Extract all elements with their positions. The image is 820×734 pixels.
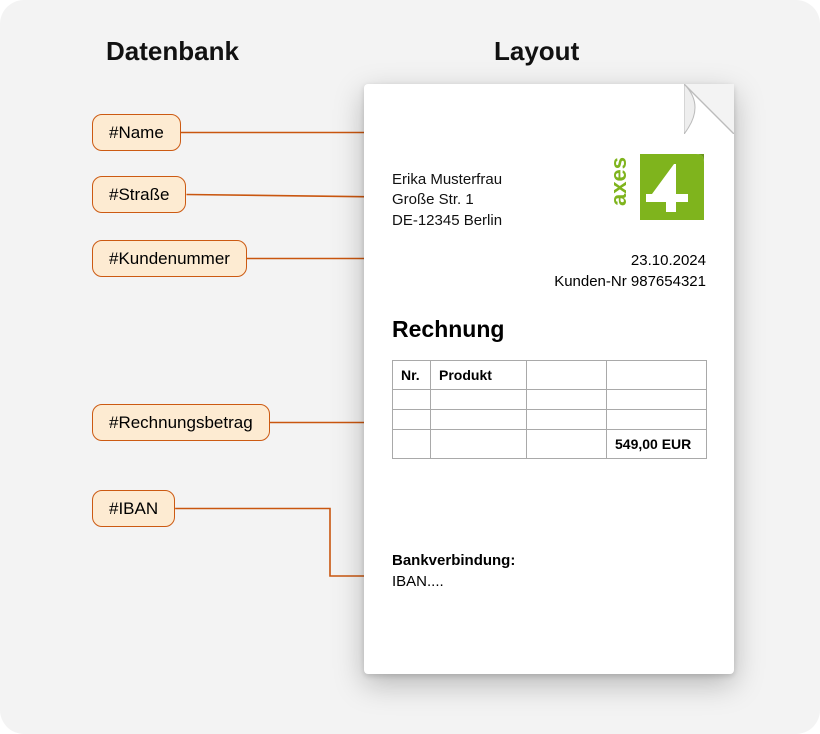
diagram-canvas: Datenbank Layout #Name #Straße #Kundenum…	[0, 0, 820, 734]
invoice-table: Nr.Produkt 549,00 EUR	[392, 360, 707, 459]
bank-label: Bankverbindung:	[392, 550, 515, 571]
bank-iban: IBAN....	[392, 571, 515, 592]
tag-strasse: #Straße	[92, 176, 186, 213]
tag-name: #Name	[92, 114, 181, 151]
address-name: Erika Musterfrau	[392, 170, 502, 190]
address-street: Große Str. 1	[392, 190, 502, 210]
table-header-cell	[527, 361, 607, 390]
address-city: DE-12345 Berlin	[392, 211, 502, 231]
customer-number-label: Kunden-Nr	[554, 273, 627, 290]
bank-block: Bankverbindung: IBAN....	[392, 550, 515, 592]
invoice-date: 23.10.2024	[554, 250, 706, 271]
table-header-row: Nr.Produkt	[393, 361, 707, 390]
heading-layout: Layout	[494, 36, 579, 67]
table-header-cell: Produkt	[431, 361, 527, 390]
address-block: Erika Musterfrau Große Str. 1 DE-12345 B…	[392, 170, 502, 231]
tag-rechnungsbetrag: #Rechnungsbetrag	[92, 404, 270, 441]
invoice-document: Erika Musterfrau Große Str. 1 DE-12345 B…	[364, 84, 734, 674]
table-row	[393, 410, 707, 430]
meta-block: 23.10.2024 Kunden-Nr 987654321	[554, 250, 706, 292]
table-header-cell	[607, 361, 707, 390]
table-total-row: 549,00 EUR	[393, 430, 707, 459]
invoice-total: 549,00 EUR	[607, 430, 707, 459]
table-row	[393, 390, 707, 410]
invoice-title: Rechnung	[392, 316, 504, 343]
table-header-cell: Nr.	[393, 361, 431, 390]
page-fold-icon	[684, 84, 734, 134]
customer-number-line: Kunden-Nr 987654321	[554, 271, 706, 292]
tag-kundennummer: #Kundenummer	[92, 240, 247, 277]
axes4-logo: axes	[600, 150, 708, 224]
heading-database: Datenbank	[106, 36, 239, 67]
customer-number-value: 987654321	[631, 273, 706, 290]
logo-text: axes	[606, 157, 631, 206]
tag-iban: #IBAN	[92, 490, 175, 527]
